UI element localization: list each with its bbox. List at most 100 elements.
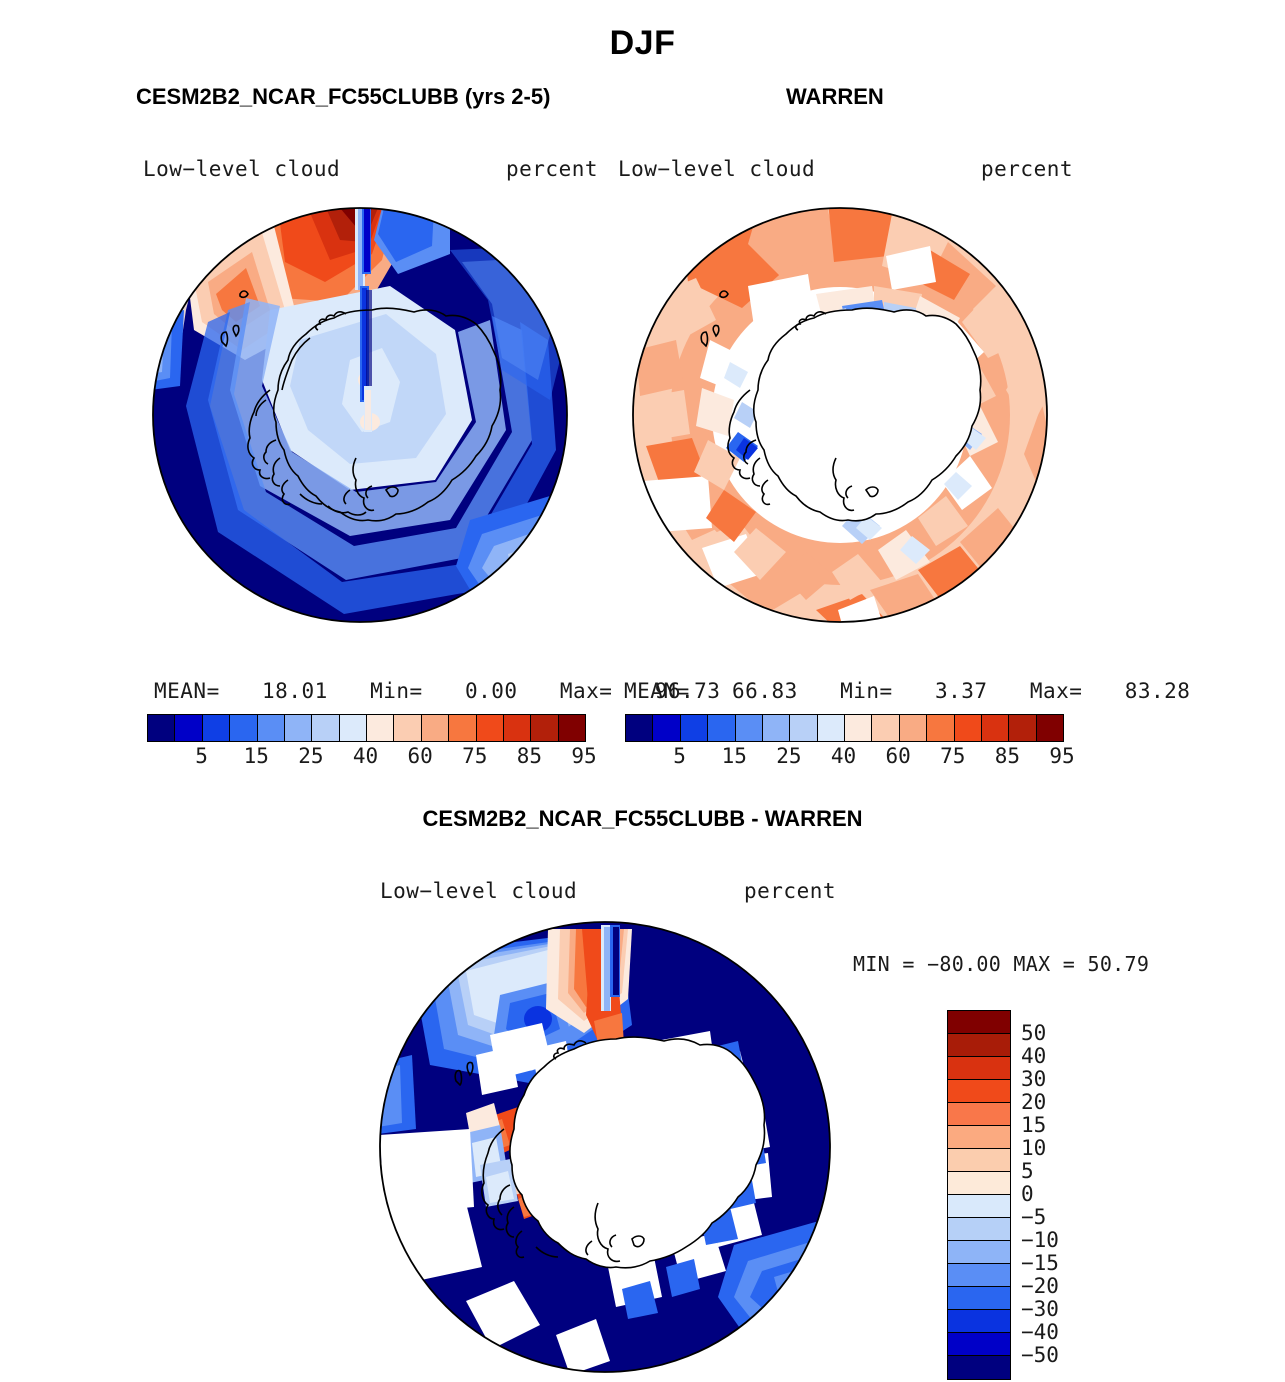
difference-colorbar (947, 1010, 1011, 1380)
colorbar-cell (175, 715, 203, 741)
colorbar-tick-label: 60 (885, 744, 911, 768)
difference-field-label: Low−level cloud (380, 879, 578, 903)
model-mean-value: 18.01 (262, 679, 328, 703)
colorbar-cell (531, 715, 559, 741)
colorbar-cell (948, 1011, 1010, 1034)
obs-min-value: 3.37 (934, 679, 988, 703)
colorbar-cell (948, 1218, 1010, 1241)
colorbar-cell (394, 715, 422, 741)
colorbar-cell (1009, 715, 1037, 741)
colorbar-tick-label: 50 (1021, 1021, 1047, 1045)
colorbar-tick-label: 60 (407, 744, 433, 768)
obs-mean-value: 66.83 (732, 679, 798, 703)
colorbar-tick-label: −15 (1021, 1251, 1059, 1275)
model-max-label: Max= (559, 679, 613, 703)
difference-minmax: MIN = −80.00 MAX = 50.79 (853, 952, 1150, 976)
colorbar-tick-label: 10 (1021, 1136, 1047, 1160)
colorbar-tick-label: 0 (1021, 1182, 1034, 1206)
difference-map-coastline (509, 1036, 766, 1269)
obs-max-label: Max= (1029, 679, 1083, 703)
obs-colorbar (625, 714, 1064, 742)
model-panel-title: CESM2B2_NCAR_FC55CLUBB (yrs 2-5) (136, 84, 551, 109)
colorbar-tick-label: 40 (1021, 1044, 1047, 1068)
colorbar-tick-label: 85 (994, 744, 1021, 768)
colorbar-cell (948, 1195, 1010, 1218)
colorbar-tick-label: −20 (1021, 1274, 1059, 1298)
colorbar-cell (948, 1080, 1010, 1103)
model-stats: MEAN= 18.01 Min= 0.00 Max= 96.73 (154, 679, 720, 703)
colorbar-tick-label: −40 (1021, 1320, 1059, 1344)
colorbar-cell (948, 1149, 1010, 1172)
colorbar-tick-label: 95 (571, 744, 597, 768)
colorbar-cell (948, 1057, 1010, 1080)
colorbar-tick-label: 40 (830, 744, 857, 768)
model-colorbar (147, 714, 586, 742)
colorbar-cell (817, 715, 845, 741)
colorbar-cell (948, 1034, 1010, 1057)
obs-map-svg (632, 207, 1048, 623)
obs-min-label: Min= (840, 679, 893, 703)
colorbar-cell (948, 1264, 1010, 1287)
colorbar-tick-label: 25 (298, 744, 324, 768)
colorbar-tick-label: −30 (1021, 1297, 1059, 1321)
colorbar-cell (421, 715, 450, 741)
colorbar-cell (284, 715, 313, 741)
colorbar-cell (449, 715, 477, 741)
colorbar-cell (476, 715, 504, 741)
colorbar-cell (927, 715, 955, 741)
colorbar-cell (339, 715, 367, 741)
colorbar-tick-label: −10 (1021, 1228, 1059, 1252)
model-colorbar-labels: 5 15 25 40 60 75 85 95 (147, 744, 596, 770)
colorbar-cell (230, 715, 258, 741)
obs-stats: MEAN= 66.83 Min= 3.37 Max= 83.28 (624, 679, 1190, 703)
difference-map (370, 915, 840, 1380)
colorbar-tick-label: 15 (243, 744, 269, 768)
colorbar-cell (948, 1310, 1010, 1333)
colorbar-cell (948, 1172, 1010, 1195)
colorbar-tick-label: 75 (462, 744, 488, 768)
colorbar-tick-label: 25 (776, 744, 802, 768)
colorbar-tick-label: 5 (673, 744, 686, 768)
model-map (150, 190, 570, 650)
colorbar-cell (653, 715, 681, 741)
model-map-outline (152, 207, 568, 623)
colorbar-cell (708, 715, 736, 741)
difference-units-label: percent (744, 879, 837, 903)
colorbar-cell (1036, 715, 1063, 741)
colorbar-cell (257, 715, 285, 741)
colorbar-cell (503, 715, 532, 741)
obs-max-value: 83.28 (1124, 679, 1191, 703)
colorbar-cell (954, 715, 982, 741)
colorbar-cell (762, 715, 791, 741)
colorbar-cell (626, 715, 654, 741)
colorbar-cell (680, 715, 709, 741)
colorbar-cell (558, 715, 585, 741)
colorbar-cell (899, 715, 928, 741)
colorbar-cell (367, 715, 395, 741)
obs-map-coastline (753, 307, 982, 522)
colorbar-cell (981, 715, 1010, 741)
season-title: DJF (609, 24, 676, 62)
colorbar-cell (948, 1126, 1010, 1149)
obs-map-coast-details (700, 290, 879, 512)
colorbar-cell (872, 715, 900, 741)
colorbar-cell (948, 1287, 1010, 1310)
colorbar-cell (845, 715, 873, 741)
obs-colorbar-labels: 5 15 25 40 60 75 85 95 (625, 744, 1074, 770)
colorbar-tick-label: −5 (1021, 1205, 1047, 1229)
colorbar-cell (948, 1241, 1010, 1264)
colorbar-cell (948, 1356, 1010, 1379)
colorbar-tick-label: 40 (352, 744, 379, 768)
obs-map-outline (632, 207, 1048, 623)
difference-panel-title: CESM2B2_NCAR_FC55CLUBB - WARREN (422, 806, 863, 831)
model-max-value: 96.73 (654, 679, 721, 703)
obs-map (630, 190, 1050, 650)
model-map-fill (153, 208, 567, 622)
obs-units-label: percent (981, 157, 1074, 181)
colorbar-tick-label: −50 (1021, 1343, 1059, 1367)
model-map-svg (152, 207, 568, 623)
colorbar-tick-label: 15 (721, 744, 747, 768)
difference-map-outline (379, 921, 831, 1373)
colorbar-cell (948, 1333, 1010, 1356)
obs-panel-title: WARREN (786, 84, 884, 109)
